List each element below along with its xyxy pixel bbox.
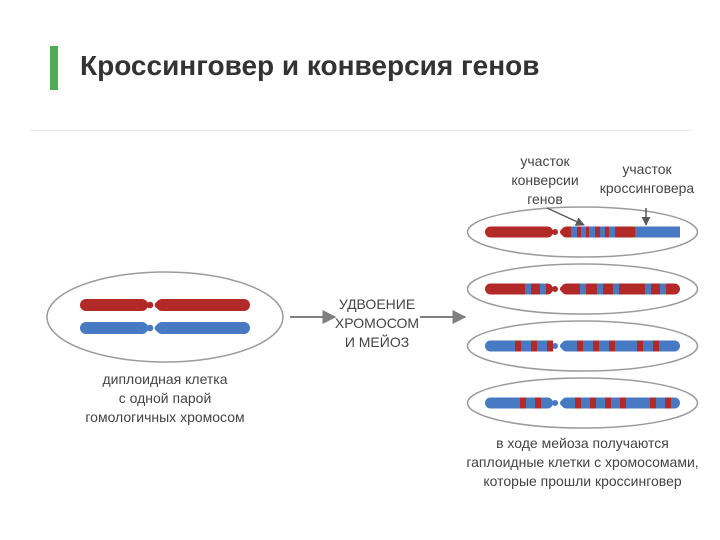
left-caption: диплоидная клеткас одной паройгомологичн… [80, 370, 250, 427]
left-cell-outline [47, 272, 283, 362]
right-bottom-caption: в ходе мейоза получаютсягаплоидные клетк… [455, 434, 710, 491]
top-label-crossover: участоккроссинговера [592, 160, 702, 198]
label-arrow [547, 208, 584, 225]
top-label-conversion: участокконверсиигенов [495, 152, 595, 209]
mid-caption: УДВОЕНИЕХРОМОСОМИ МЕЙОЗ [332, 295, 422, 352]
